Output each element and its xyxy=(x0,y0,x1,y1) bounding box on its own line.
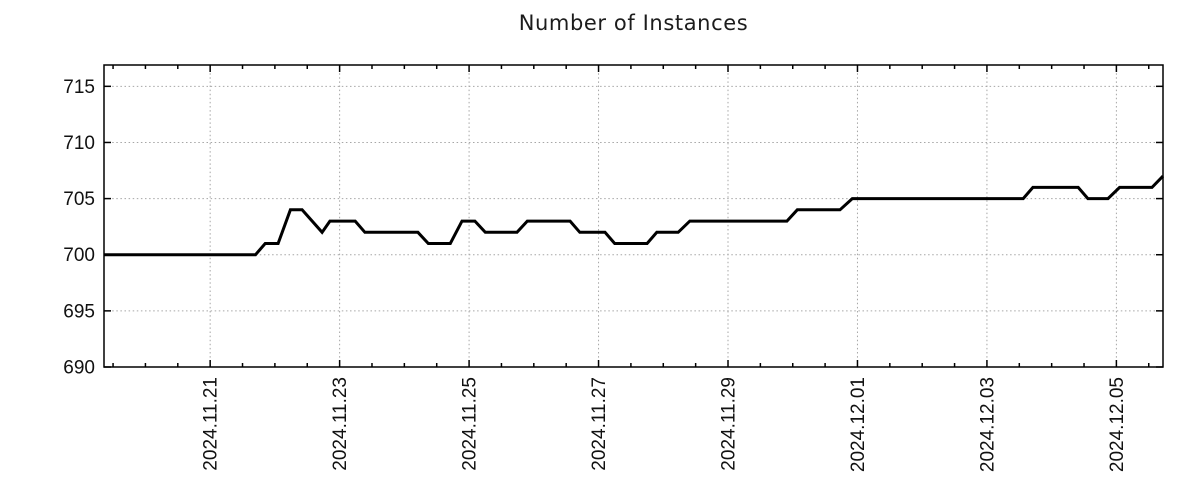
series-line-instances xyxy=(104,175,1165,257)
y-tick-label: 705 xyxy=(63,189,95,210)
chart-title: Number of Instances xyxy=(518,11,749,35)
x-tick-label: 2024.11.21 xyxy=(201,377,222,471)
x-tick-label: 2024.12.03 xyxy=(977,377,998,472)
y-tick-label: 715 xyxy=(63,77,95,98)
y-tick-label: 690 xyxy=(63,358,95,379)
x-tick-label: 2024.12.05 xyxy=(1107,377,1128,472)
x-tick-label: 2024.11.25 xyxy=(460,377,481,471)
x-tick-label: 2024.11.27 xyxy=(589,377,610,471)
y-tick-label: 700 xyxy=(63,245,95,266)
x-tick-label: 2024.11.23 xyxy=(330,377,351,471)
plot-border xyxy=(103,64,1164,368)
y-tick-label: 695 xyxy=(63,301,95,322)
x-tick-label: 2024.11.29 xyxy=(719,377,740,471)
y-tick-label: 710 xyxy=(63,133,95,154)
x-tick-label: 2024.12.01 xyxy=(848,377,869,472)
